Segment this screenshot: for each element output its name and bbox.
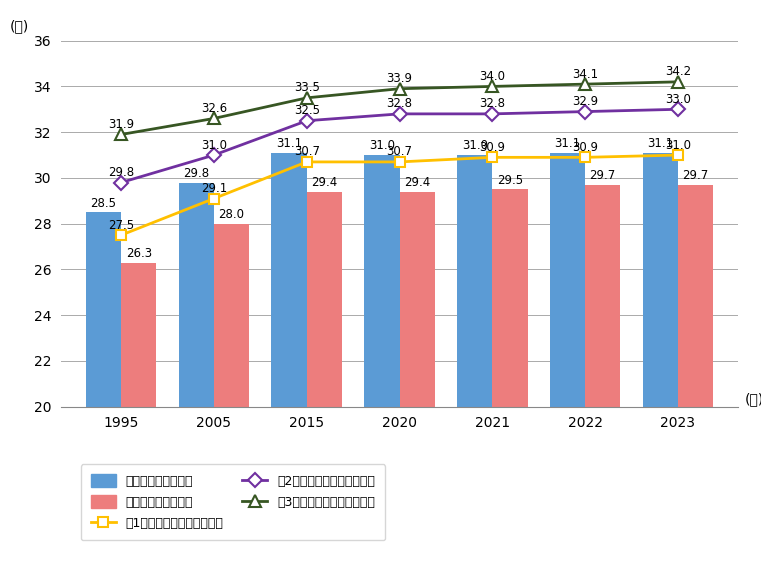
Text: 27.5: 27.5	[108, 218, 134, 232]
Text: 32.5: 32.5	[294, 105, 320, 117]
Text: 31.9: 31.9	[108, 118, 134, 131]
Text: 33.9: 33.9	[387, 72, 412, 85]
Bar	[179, 182, 214, 581]
Bar	[214, 224, 249, 581]
Text: 28.5: 28.5	[91, 196, 116, 210]
Text: 29.7: 29.7	[590, 169, 616, 182]
Text: 34.0: 34.0	[479, 70, 505, 83]
Text: (歳): (歳)	[10, 19, 30, 33]
Text: 31.1: 31.1	[276, 137, 302, 150]
Text: 32.9: 32.9	[572, 95, 598, 108]
Text: 30.7: 30.7	[387, 145, 412, 159]
Bar	[457, 155, 492, 581]
Bar	[678, 185, 713, 581]
Text: (年): (年)	[745, 393, 761, 407]
Bar	[365, 155, 400, 581]
Text: 31.1: 31.1	[555, 137, 581, 150]
Text: 29.8: 29.8	[183, 167, 209, 180]
Text: 31.0: 31.0	[369, 139, 395, 152]
Text: 32.6: 32.6	[201, 102, 227, 115]
Bar	[400, 192, 435, 581]
Text: 29.8: 29.8	[108, 166, 134, 179]
Text: 28.0: 28.0	[218, 208, 244, 221]
Text: 30.9: 30.9	[572, 141, 598, 154]
Text: 31.1: 31.1	[647, 137, 673, 150]
Text: 29.5: 29.5	[497, 174, 523, 187]
Text: 33.0: 33.0	[665, 93, 691, 106]
Text: 30.9: 30.9	[479, 141, 505, 154]
Bar	[307, 192, 342, 581]
Text: 29.1: 29.1	[201, 182, 227, 195]
Text: 31.0: 31.0	[201, 139, 227, 152]
Text: 31.0: 31.0	[462, 139, 488, 152]
Text: 32.8: 32.8	[479, 98, 505, 110]
Text: 31.0: 31.0	[665, 139, 691, 152]
Bar	[272, 153, 307, 581]
Legend: 平均初婚年齢（夫）, 平均初婚年齢（妻）, 第1子出生時の母の平均年齢, 第2子出生時の母の平均年齢, 第3子出生時の母の平均年齢: 平均初婚年齢（夫）, 平均初婚年齢（妻）, 第1子出生時の母の平均年齢, 第2子…	[81, 464, 385, 540]
Text: 34.1: 34.1	[572, 68, 598, 81]
Text: 34.2: 34.2	[665, 66, 691, 78]
Text: 29.7: 29.7	[683, 169, 708, 182]
Text: 30.7: 30.7	[294, 145, 320, 159]
Bar	[492, 189, 527, 581]
Bar	[121, 263, 157, 581]
Text: 29.4: 29.4	[404, 176, 430, 189]
Bar	[585, 185, 620, 581]
Bar	[550, 153, 585, 581]
Text: 32.8: 32.8	[387, 98, 412, 110]
Text: 26.3: 26.3	[126, 247, 152, 260]
Text: 29.4: 29.4	[311, 176, 337, 189]
Text: 33.5: 33.5	[294, 81, 320, 95]
Bar	[642, 153, 678, 581]
Bar	[86, 212, 121, 581]
